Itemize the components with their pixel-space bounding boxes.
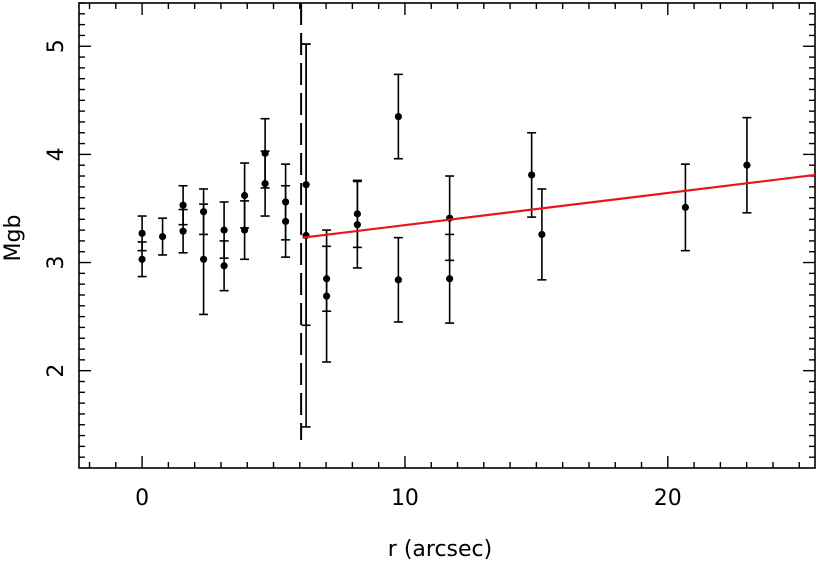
data-point <box>282 217 290 226</box>
plot-frame <box>78 2 816 469</box>
data-point <box>241 191 249 200</box>
data-point <box>179 227 187 235</box>
y-axis-title: Mgb <box>1 215 26 262</box>
x-axis-title: r (arcsec) <box>388 537 492 562</box>
data-point <box>323 275 331 283</box>
data-point <box>394 276 402 284</box>
data-point <box>323 292 331 300</box>
data-point <box>353 210 361 218</box>
data-point <box>220 226 228 234</box>
data-point <box>179 201 187 209</box>
data-point <box>261 149 269 157</box>
data-point <box>743 161 751 169</box>
data-point <box>302 181 310 189</box>
y-tick-label: 5 <box>44 39 69 53</box>
data-point <box>261 179 269 188</box>
y-tick-label: 4 <box>44 147 69 161</box>
data-point <box>138 229 146 237</box>
fit-line <box>302 173 816 239</box>
data-point <box>199 208 208 216</box>
x-tick-label: 0 <box>135 486 149 511</box>
data-point <box>353 221 361 229</box>
y-tick-label: 2 <box>44 364 69 378</box>
data-point <box>282 198 290 206</box>
data-point <box>681 203 690 211</box>
data-point <box>241 226 249 234</box>
data-point <box>394 112 402 121</box>
x-tick-label: 10 <box>391 486 419 511</box>
y-tick-label: 3 <box>44 256 69 270</box>
data-point <box>538 230 546 239</box>
x-tick-label: 20 <box>654 486 682 511</box>
data-point <box>158 232 167 241</box>
data-point <box>528 171 536 179</box>
data-point <box>138 255 146 263</box>
data-point <box>446 275 454 283</box>
data-point <box>199 255 208 263</box>
data-point <box>220 262 228 270</box>
